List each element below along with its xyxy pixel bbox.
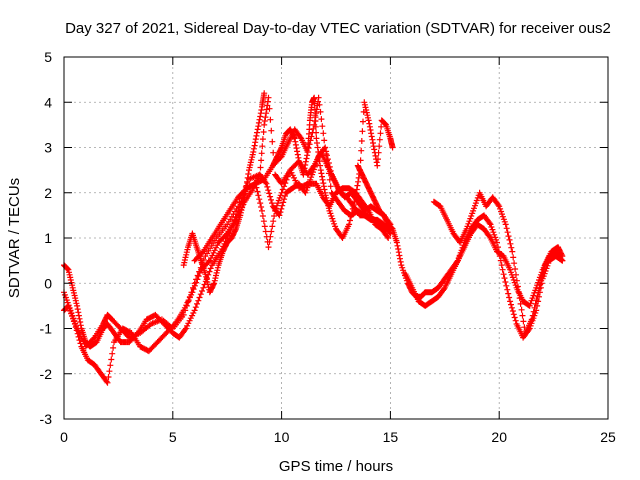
data-points	[61, 90, 566, 386]
y-tick-label: 2	[44, 185, 52, 201]
series-trace-g	[402, 212, 566, 341]
data-point-markers	[430, 189, 566, 336]
y-tick-label: -3	[40, 411, 53, 427]
y-tick-label: -1	[40, 321, 53, 337]
series-trace-c	[61, 144, 394, 386]
y-axis-label: SDTVAR / TECUs	[6, 178, 23, 298]
y-tick-label: 1	[44, 230, 52, 246]
data-point-markers	[61, 94, 394, 350]
data-point-markers	[402, 212, 566, 341]
series-trace-h	[180, 90, 268, 296]
y-tick-label: 3	[44, 140, 52, 156]
y-tick-label: 4	[44, 94, 52, 110]
x-tick-label: 0	[60, 429, 68, 445]
chart-title: Day 327 of 2021, Sidereal Day-to-day VTE…	[65, 20, 611, 37]
x-axis-label: GPS time / hours	[279, 458, 393, 475]
series-trace-d	[191, 167, 392, 264]
data-point-markers	[269, 94, 396, 241]
series-trace-f	[430, 189, 566, 336]
series-trace-a	[61, 94, 394, 350]
x-tick-label: 5	[169, 429, 177, 445]
x-tick-label: 15	[383, 429, 399, 445]
y-tick-label: 0	[44, 275, 52, 291]
grid-lines	[64, 57, 608, 419]
tick-labels: 0 5 10 15 20 25 -3 -2 -1 0 1 2 3 4 5	[40, 49, 616, 445]
x-tick-label: 20	[491, 429, 507, 445]
axis-ticks	[63, 56, 609, 420]
x-tick-label: 25	[600, 429, 616, 445]
data-point-markers	[61, 144, 394, 386]
y-tick-label: -2	[40, 366, 53, 382]
series-trace-i	[269, 94, 396, 241]
x-tick-label: 10	[274, 429, 290, 445]
data-point-markers	[180, 90, 268, 296]
data-point-markers	[191, 167, 392, 264]
y-tick-label: 5	[44, 49, 52, 65]
